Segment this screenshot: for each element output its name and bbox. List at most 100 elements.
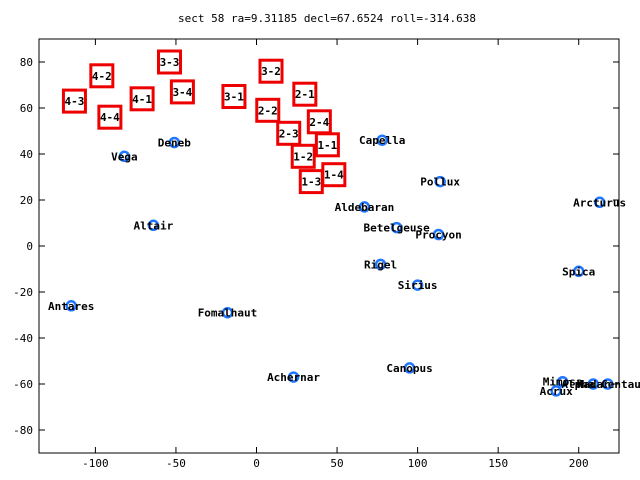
- sector-box-outline: [276, 120, 302, 146]
- y-tick-label: 40: [20, 148, 33, 161]
- sector-box-label: 3-1: [224, 91, 244, 104]
- sector-box-outline: [61, 88, 87, 114]
- star-label: Alpha Centauri: [561, 378, 640, 391]
- y-tick-labels: -80 -60 -40 -20 0 20 40 60 80: [13, 56, 33, 437]
- star-label: Mimosa: [543, 376, 583, 389]
- y-tick-label: 20: [20, 194, 33, 207]
- x-tick-labels: -100 -50 0 50 100 150 200: [82, 457, 589, 470]
- sector-box: 1-1: [314, 132, 340, 158]
- x-tick-label: 150: [488, 457, 508, 470]
- star-markers: Deneb Vega Altair Antares Fomalhaut Achernar C…: [48, 134, 640, 398]
- star-label: Acrux: [540, 385, 573, 398]
- x-tick-label: -100: [82, 457, 109, 470]
- sector-box-label: 2-1: [295, 88, 315, 101]
- star-point: Altair: [134, 219, 174, 232]
- y-tick-label: -40: [13, 332, 33, 345]
- star-point: Sirius: [398, 279, 438, 292]
- sector-box: 3-3: [157, 49, 182, 75]
- star-marker: [221, 306, 234, 319]
- star-marker: [601, 378, 614, 390]
- star-point: Antares: [48, 300, 94, 313]
- star-marker: [434, 175, 446, 188]
- sector-box-label: 4-2: [92, 70, 112, 83]
- star-marker: [376, 134, 388, 146]
- sector-box-label: 1-1: [317, 139, 337, 152]
- star-point: Vega: [111, 150, 138, 163]
- sector-box: 4-1: [129, 86, 155, 112]
- sector-box-label: 2-2: [258, 104, 278, 117]
- star-point: Achernar: [267, 371, 320, 384]
- sector-box-outline: [314, 132, 340, 158]
- sector-box: 3-2: [258, 58, 284, 84]
- sector-box-outline: [258, 58, 284, 84]
- sector-box-label: 3-2: [261, 65, 281, 78]
- sector-box-label: 3-4: [172, 86, 192, 99]
- star-point: Aldebaran: [335, 201, 395, 214]
- star-label: Hadar: [577, 378, 610, 391]
- sector-box-label: 2-4: [309, 116, 329, 129]
- star-marker: [593, 196, 606, 209]
- sector-box-label: 4-1: [132, 93, 152, 106]
- star-label: Antares: [48, 300, 94, 313]
- star-point: Mimosa: [543, 376, 583, 389]
- chart-title: sect 58 ra=9.31185 decl=67.6524 roll=-31…: [178, 12, 476, 25]
- star-point: Hadar: [577, 378, 610, 391]
- star-label: Fomalhaut: [198, 307, 258, 320]
- star-marker: [358, 201, 371, 213]
- star-marker: [432, 228, 445, 241]
- x-tick-label: 50: [330, 457, 343, 470]
- sector-box-label: 1-2: [293, 150, 313, 163]
- sector-box: 4-3: [61, 88, 87, 114]
- sector-box-label: 1-4: [324, 169, 344, 182]
- star-point: Alpha Centauri: [561, 378, 640, 391]
- star-marker: [287, 371, 300, 383]
- star-marker: [168, 136, 181, 149]
- y-tick-label: -60: [13, 378, 33, 391]
- star-marker: [65, 300, 77, 312]
- star-point: Spica: [562, 265, 595, 278]
- sector-box-outline: [221, 84, 247, 109]
- star-label: Pollux: [420, 176, 460, 189]
- sector-box-outline: [157, 49, 182, 75]
- star-label: Vega: [111, 150, 138, 163]
- star-point: Fomalhaut: [198, 307, 258, 320]
- sector-box-outline: [129, 86, 155, 112]
- star-point: Acrux: [540, 385, 573, 398]
- star-label: Capella: [359, 134, 405, 147]
- star-point: Rigel: [364, 258, 397, 271]
- sector-box-outline: [169, 79, 195, 105]
- axis-ticks: [39, 39, 619, 453]
- sector-box: 4-2: [89, 63, 115, 89]
- sector-box-label: 2-3: [279, 127, 299, 140]
- star-point: Canopus: [386, 362, 432, 375]
- y-tick-label: -80: [13, 424, 33, 437]
- y-tick-label: 0: [26, 240, 33, 253]
- star-label: Deneb: [158, 137, 191, 150]
- star-label: Procyon: [415, 229, 461, 242]
- star-point: Capella: [359, 134, 405, 147]
- x-tick-label: 200: [569, 457, 589, 470]
- sector-box-outline: [89, 63, 115, 89]
- star-marker: [147, 219, 160, 232]
- sector-boxes: 3-3 4-2 3-4 4-1 4-3 4-4 3-2 2-1 3-1 2-2 2-4 2-3 1-1 1…: [61, 49, 347, 195]
- star-label: Aldebaran: [335, 201, 395, 214]
- star-marker: [118, 150, 131, 163]
- star-marker: [411, 279, 424, 291]
- star-label: Arcturus: [573, 196, 626, 209]
- star-label: Altair: [134, 219, 174, 232]
- sector-box-label: 1-3: [301, 176, 321, 189]
- x-tick-label: 0: [253, 457, 260, 470]
- sector-box-outline: [97, 104, 123, 130]
- sector-box: 2-2: [255, 97, 281, 123]
- star-marker: [572, 265, 585, 278]
- sector-box-outline: [292, 81, 318, 107]
- sector-box: 2-3: [276, 120, 302, 146]
- sector-box: 1-2: [290, 143, 316, 169]
- y-tick-label: 60: [20, 102, 33, 115]
- star-point: Pollux: [420, 176, 460, 189]
- star-point: Betelgeuse: [364, 222, 431, 235]
- star-marker: [587, 378, 599, 390]
- star-label: Betelgeuse: [364, 222, 431, 235]
- star-marker: [550, 385, 562, 397]
